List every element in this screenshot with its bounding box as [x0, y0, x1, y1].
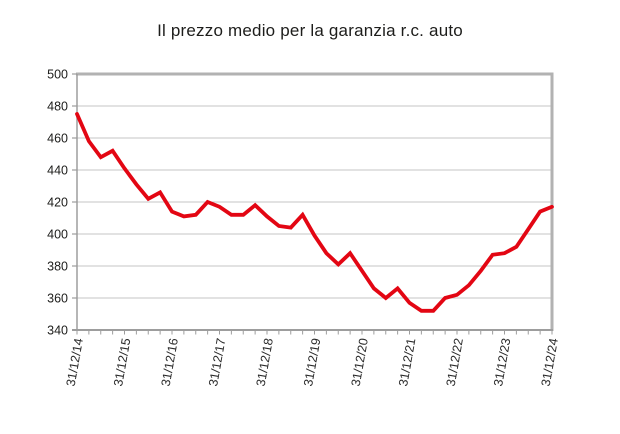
x-axis-tick-label: 31/12/17 — [206, 337, 228, 387]
x-axis-tick-label: 31/12/23 — [491, 337, 513, 387]
x-axis-tick-label: 31/12/24 — [539, 337, 561, 387]
x-axis-tick-label: 31/12/21 — [396, 337, 418, 387]
x-axis-tick-label: 31/12/22 — [444, 337, 466, 387]
y-axis-tick-label: 360 — [47, 292, 68, 306]
y-axis-tick-label: 500 — [47, 68, 68, 82]
y-axis-tick-label: 420 — [47, 196, 68, 210]
x-axis-tick-label: 31/12/19 — [301, 337, 323, 387]
chart-title: Il prezzo medio per la garanzia r.c. aut… — [157, 21, 463, 40]
y-axis-tick-label: 480 — [47, 100, 68, 114]
y-axis-tick-label: 380 — [47, 260, 68, 274]
x-axis-tick-label: 31/12/14 — [64, 337, 86, 387]
x-axis-tick-label: 31/12/18 — [254, 337, 276, 387]
x-axis-tick-label: 31/12/15 — [111, 337, 133, 387]
y-axis-tick-label: 340 — [47, 324, 68, 338]
x-axis-tick-label: 31/12/20 — [349, 337, 371, 387]
price-line-series — [75, 112, 554, 313]
y-axis-tick-label: 400 — [47, 228, 68, 242]
y-axis-tick-label: 460 — [47, 132, 68, 146]
x-axis-tick-label: 31/12/16 — [159, 337, 181, 387]
y-axis-tick-label: 440 — [47, 164, 68, 178]
